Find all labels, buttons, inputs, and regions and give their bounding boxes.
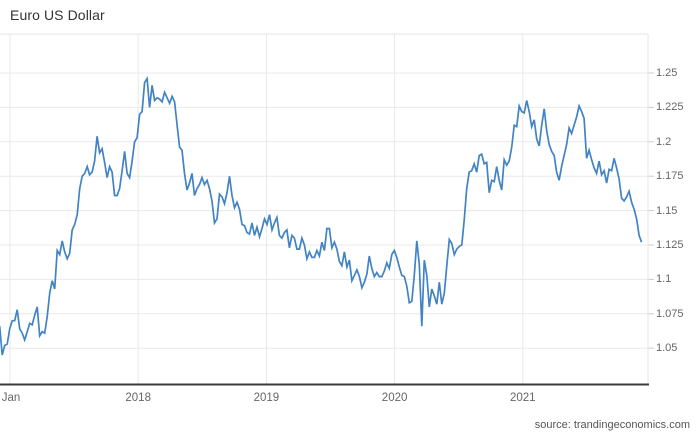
y-axis-label: 1.1 [656,273,672,286]
y-axis-label: 1.075 [656,307,684,320]
chart-title: Euro US Dollar [10,7,105,23]
x-axis-label: 2019 [253,392,280,404]
y-axis-label: 1.15 [656,204,678,217]
y-axis-label: 1.125 [656,239,684,251]
price-line [0,75,643,356]
source-credit: source: trandingeconomics.com [534,419,690,431]
y-axis-label: 1.05 [656,342,678,355]
y-axis-label: 1.175 [656,170,684,183]
y-axis-label: 1.2 [656,135,672,148]
y-axis-label: 1.225 [656,101,684,114]
x-axis-label: 2021 [510,392,536,404]
x-axis-label: Jan [1,392,21,404]
x-axis-label: 2020 [381,392,408,404]
x-axis-label: 2018 [125,392,151,404]
y-axis-label: 1.25 [656,67,678,79]
